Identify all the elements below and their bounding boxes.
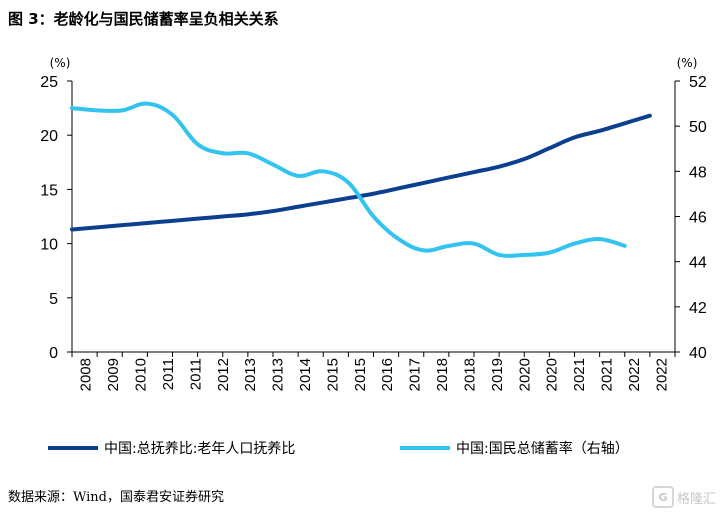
- legend-swatch-savings: [400, 446, 450, 450]
- left-tick-label: 15: [40, 182, 58, 199]
- left-tick-label: 0: [49, 345, 58, 362]
- left-tick-label: 10: [40, 237, 58, 254]
- x-tick-label: 2022: [626, 358, 643, 391]
- x-tick-label: 2017: [407, 358, 424, 391]
- legend-item-savings: 中国:国民总储蓄率（右轴）: [400, 438, 629, 458]
- x-tick-label: 2022: [653, 358, 670, 391]
- left-tick-label: 5: [49, 291, 58, 308]
- x-tick-label: 2021: [598, 358, 615, 391]
- right-tick-label: 42: [689, 300, 707, 317]
- left-tick-label: 20: [40, 128, 58, 145]
- axes-layer: [67, 80, 680, 357]
- x-tick-label: 2018: [434, 358, 451, 391]
- legend: 中国:总抚养比:老年人口抚养比 中国:国民总储蓄率（右轴）: [30, 438, 720, 460]
- x-tick-label: 2009: [105, 358, 122, 391]
- watermark-text: 格隆汇: [677, 491, 717, 507]
- figure-title: 图 3：老龄化与国民储蓄率呈负相关关系: [8, 10, 279, 28]
- x-tick-label: 2020: [544, 358, 561, 391]
- legend-label-savings: 中国:国民总储蓄率（右轴）: [456, 441, 629, 457]
- x-tick-label: 2013: [270, 358, 287, 391]
- line-chart: 0 5 10 15 20 25 40 42 44 46 48 50 52 (%) (%) 2008 2009 20…: [40, 56, 707, 391]
- x-tick-label: 2015: [324, 358, 341, 391]
- watermark-logo-icon: G: [652, 486, 674, 508]
- x-tick-label: 2020: [516, 358, 533, 391]
- right-tick-label: 40: [689, 345, 707, 362]
- watermark: G 格隆汇: [652, 486, 716, 508]
- legend-swatch-dependency: [48, 446, 98, 450]
- x-tick-label: 2008: [78, 358, 95, 391]
- tick-labels-layer: 0 5 10 15 20 25 40 42 44 46 48 50 52 (%) (%) 2008 2009 20…: [40, 56, 707, 391]
- left-tick-label: 25: [40, 74, 58, 91]
- right-tick-label: 50: [689, 119, 707, 136]
- x-tick-label: 2010: [133, 358, 150, 391]
- legend-label-dependency: 中国:总抚养比:老年人口抚养比: [104, 441, 296, 457]
- x-tick-label: 2013: [242, 358, 259, 391]
- source-note: 数据来源：Wind，国泰君安证券研究: [8, 490, 224, 505]
- right-tick-label: 52: [689, 74, 707, 91]
- right-tick-label: 46: [689, 210, 707, 227]
- left-axis-unit: (%): [50, 56, 71, 70]
- x-tick-label: 2014: [297, 358, 314, 391]
- x-tick-label: 2021: [571, 358, 588, 391]
- right-tick-label: 48: [689, 164, 707, 181]
- x-tick-label: 2019: [489, 358, 506, 391]
- series-layer: [70, 101, 652, 258]
- series-line-dependency-ratio: [70, 113, 652, 232]
- right-tick-label: 44: [689, 255, 707, 272]
- x-tick-label: 2015: [352, 358, 369, 391]
- x-tick-label: 2011: [160, 358, 177, 390]
- series-line-savings-rate: [70, 101, 627, 258]
- x-tick-label: 2011: [187, 358, 204, 390]
- x-tick-label: 2018: [461, 358, 478, 391]
- right-axis-unit: (%): [677, 56, 698, 70]
- x-tick-label: 2016: [379, 358, 396, 391]
- x-tick-label: 2012: [215, 358, 232, 391]
- legend-item-dependency: 中国:总抚养比:老年人口抚养比: [48, 438, 295, 458]
